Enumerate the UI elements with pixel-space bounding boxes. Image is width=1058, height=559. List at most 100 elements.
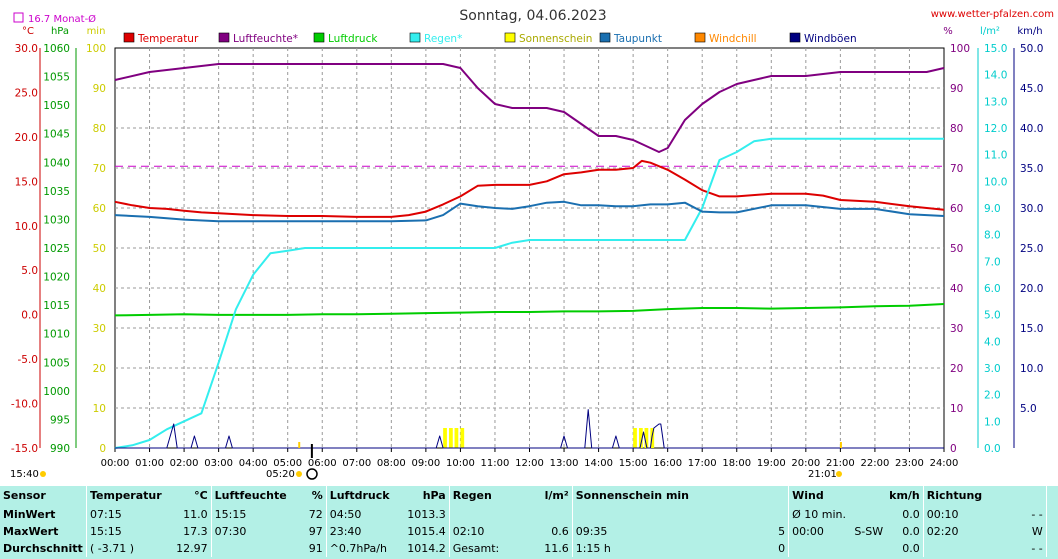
y-tick-label-right_rain: 13.0	[984, 96, 1007, 108]
y-tick-label-right_wind: 35.0	[1020, 163, 1043, 175]
y-tick-label-left_press: 1010	[43, 329, 70, 341]
y-tick-label-left_press: 1020	[43, 272, 70, 284]
y-tick-label-right_hum: 80	[950, 123, 963, 135]
stats-body: MinWert 07:15 11.0 15:15 72 04:50 1013.3 Ø 10 m…	[0, 506, 1058, 557]
stats-cell-r-val	[521, 506, 573, 523]
y-tick-label-left_press: 1015	[43, 300, 70, 312]
stats-cell-t-time: 07:15	[85, 506, 165, 523]
y-tick-label-left_sun: 40	[93, 283, 106, 295]
stats-cell-t-time: ( -3.71 )	[85, 540, 165, 557]
x-tick-label: 16:00	[653, 458, 682, 469]
y-tick-label-right_rain: 11.0	[984, 150, 1007, 162]
x-tick-label: 09:00	[411, 458, 440, 469]
x-tick-label: 24:00	[930, 458, 959, 469]
x-tick-label: 11:00	[481, 458, 510, 469]
stats-cell-w-dir	[850, 540, 886, 557]
sunshine-bar	[638, 428, 643, 448]
sunshine-bar	[449, 428, 453, 448]
stats-cell-r-val: 11.6	[544, 542, 569, 555]
stats-cell-label: MinWert	[3, 508, 56, 521]
y-tick-label-right_rain: 10.0	[984, 176, 1007, 188]
y-tick-label-left_press: 1035	[43, 186, 70, 198]
y-tick-label-right_hum: 20	[950, 363, 963, 375]
legend-label: Taupunkt	[613, 33, 662, 45]
stats-cell-w-dir	[850, 506, 886, 523]
x-tick-label: 00:00	[101, 458, 130, 469]
header-wind-unit: km/h	[889, 489, 920, 502]
y-tick-label-right_rain: 6.0	[984, 283, 1001, 295]
stats-cell-r-val: 0.6	[551, 525, 569, 538]
y-tick-label-right_hum: 30	[950, 323, 963, 335]
y-tick-label-left_temp: 25.0	[15, 87, 38, 99]
stats-filler	[1045, 523, 1058, 540]
legend-swatch	[504, 32, 516, 43]
stats-cell-w-val: 0.0	[902, 508, 920, 521]
axis-unit-right_wind: km/h	[1017, 26, 1042, 37]
stats-cell-w-time: 00:00	[788, 523, 851, 540]
header-temp-unit: °C	[194, 489, 208, 502]
stats-cell-t-time: 15:15	[85, 523, 165, 540]
axis-unit-left_temp: °C	[22, 26, 34, 37]
y-tick-label-left_press: 1055	[43, 72, 70, 84]
header-wind-dir	[850, 486, 886, 506]
y-tick-label-right_hum: 90	[950, 83, 963, 95]
stats-cell-r-time: 02:10	[448, 523, 521, 540]
x-tick-label: 08:00	[377, 458, 406, 469]
y-tick-label-left_temp: -10.0	[11, 399, 38, 411]
y-tick-label-left_sun: 80	[93, 123, 106, 135]
series-line	[115, 409, 944, 449]
y-tick-label-right_rain: 14.0	[984, 70, 1007, 82]
statistics-panel: Sensor Temperatur °C Luftfeuchte % Luftd…	[0, 486, 1058, 559]
legend-swatch	[123, 32, 135, 43]
legend-label: Temperatur	[137, 33, 199, 45]
sunset-label: 21:01	[808, 469, 837, 480]
stats-cell-p-val: 1013.3	[407, 508, 446, 521]
legend-swatch	[599, 32, 611, 43]
website-label: www.wetter-pfalzen.com	[931, 9, 1054, 20]
legend-label: Regen*	[424, 33, 462, 45]
sun-icon	[836, 471, 842, 477]
stats-cell-d-val: W	[1031, 525, 1043, 538]
y-tick-label-left_temp: 5.0	[21, 265, 38, 277]
x-tick-label: 01:00	[135, 458, 164, 469]
y-tick-label-left_temp: 20.0	[15, 132, 38, 144]
header-direction: Richtung	[922, 486, 990, 506]
y-tick-label-left_press: 1050	[43, 100, 70, 112]
sunshine-bar	[454, 428, 459, 448]
stats-cell-r-time	[448, 506, 521, 523]
y-tick-label-right_hum: 70	[950, 163, 963, 175]
axis-unit-left_press: hPa	[51, 26, 69, 37]
y-tick-label-left_sun: 50	[93, 243, 106, 255]
x-tick-label: 17:00	[688, 458, 717, 469]
y-tick-label-right_rain: 12.0	[984, 123, 1007, 135]
legend-swatch	[313, 32, 325, 43]
stats-cell-t-val: 17.3	[183, 525, 208, 538]
x-tick-label: 18:00	[722, 458, 751, 469]
stats-cell-d-val: - -	[1031, 508, 1043, 521]
monthly-avg-label: 16.7 Monat-Ø	[28, 13, 96, 25]
stats-cell-d-time	[922, 540, 990, 557]
sunshine-bar	[633, 428, 637, 448]
series-line	[114, 137, 944, 449]
series-line	[114, 303, 945, 317]
y-tick-label-right_wind: 10.0	[1020, 363, 1043, 375]
stats-cell-r-time: Gesamt:	[448, 540, 521, 557]
stats-cell-label: Durchschnitt	[3, 542, 83, 555]
x-tick-label: 10:00	[446, 458, 475, 469]
y-tick-label-right_wind: 30.0	[1020, 203, 1043, 215]
legend-swatch	[694, 32, 706, 43]
stats-cell-d-time: 02:20	[922, 523, 990, 540]
stats-filler	[1045, 506, 1058, 523]
y-tick-label-right_hum: 10	[950, 403, 963, 415]
x-tick-label: 07:00	[342, 458, 371, 469]
stats-row: Durchschnitt( -3.71 ) 12.97 91 ^0.7hPa/h 101…	[0, 540, 1058, 557]
legend-label: Luftdruck	[328, 33, 378, 45]
y-tick-label-right_wind: 25.0	[1020, 243, 1043, 255]
legend-swatch	[409, 32, 421, 43]
y-tick-label-right_rain: 9.0	[984, 203, 1001, 215]
y-tick-label-left_sun: 60	[93, 203, 106, 215]
y-tick-label-left_sun: 100	[86, 43, 106, 55]
y-tick-label-right_rain: 5.0	[984, 310, 1001, 322]
y-tick-label-right_rain: 7.0	[984, 256, 1001, 268]
y-tick-label-left_press: 1060	[43, 43, 70, 55]
